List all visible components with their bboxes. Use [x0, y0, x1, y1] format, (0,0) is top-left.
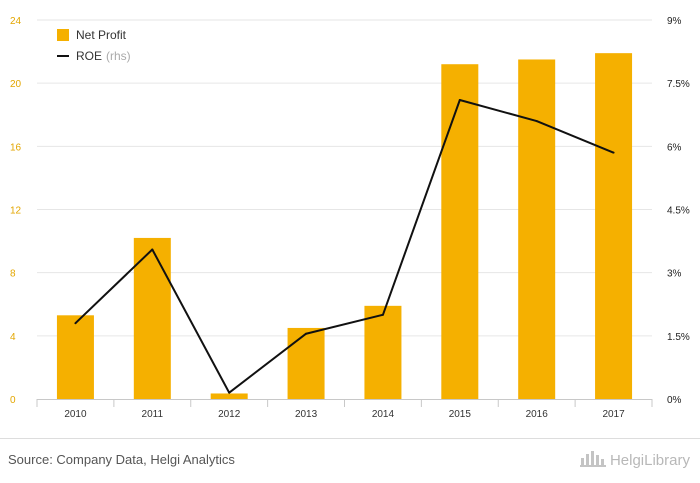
left-axis: 0 4 8 12 16 20 24	[10, 16, 22, 406]
bar	[595, 53, 633, 399]
right-tick-label: 1.5%	[667, 332, 690, 343]
right-tick-label: 4.5%	[667, 206, 690, 217]
roe-point	[381, 313, 384, 316]
roe-point	[74, 322, 77, 325]
legend-label-roe: ROE (rhs)	[76, 49, 131, 63]
x-axis: 2010 2011 2012 2013 2014 2015 2016 2017	[36, 399, 653, 420]
bar	[133, 237, 171, 399]
x-tick-label: 2013	[295, 409, 318, 420]
footer-divider	[0, 438, 700, 439]
left-tick-label: 16	[10, 142, 22, 153]
bar	[364, 305, 402, 399]
left-tick-label: 4	[10, 332, 16, 343]
left-tick-label: 20	[10, 79, 22, 90]
source-note: Source: Company Data, Helgi Analytics	[8, 452, 235, 467]
right-tick-label: 9%	[667, 16, 682, 27]
x-tick-label: 2012	[218, 409, 241, 420]
x-tick-label: 2017	[602, 409, 625, 420]
legend-label-net-profit: Net Profit	[76, 28, 127, 42]
legend-swatch-net-profit	[57, 29, 69, 41]
right-tick-label: 7.5%	[667, 79, 690, 90]
left-tick-label: 8	[10, 269, 16, 280]
roe-point	[458, 99, 461, 102]
right-axis: 0% 1.5% 3% 4.5% 6% 7.5% 9%	[667, 16, 690, 406]
bar	[441, 64, 479, 399]
roe-point	[228, 391, 231, 394]
roe-point	[612, 151, 615, 154]
left-tick-label: 24	[10, 16, 22, 27]
roe-point	[305, 332, 308, 335]
bar-series	[56, 53, 633, 400]
bar	[287, 327, 325, 399]
right-tick-label: 6%	[667, 142, 682, 153]
right-tick-label: 3%	[667, 269, 682, 280]
right-tick-label: 0%	[667, 395, 682, 406]
roe-line	[74, 99, 614, 394]
left-tick-label: 12	[10, 206, 22, 217]
legend-label-roe-name: ROE	[76, 49, 102, 63]
bar	[210, 393, 248, 399]
x-tick-label: 2016	[526, 409, 549, 420]
legend: Net Profit ROE (rhs)	[57, 28, 131, 63]
x-tick-label: 2014	[372, 409, 395, 420]
bar	[518, 59, 556, 400]
bar	[56, 315, 94, 399]
gridlines	[37, 19, 652, 337]
x-tick-label: 2011	[142, 409, 164, 420]
brand-logo: HelgiLibrary	[579, 449, 690, 471]
x-tick-label: 2010	[64, 409, 87, 420]
x-tick-label: 2015	[449, 409, 472, 420]
helgi-logo-icon	[579, 449, 606, 471]
line-series	[74, 99, 615, 394]
legend-label-roe-suffix: (rhs)	[106, 49, 131, 63]
roe-point	[535, 120, 538, 123]
left-tick-label: 0	[10, 395, 16, 406]
roe-point	[151, 248, 154, 251]
brand-name: HelgiLibrary	[609, 451, 690, 469]
